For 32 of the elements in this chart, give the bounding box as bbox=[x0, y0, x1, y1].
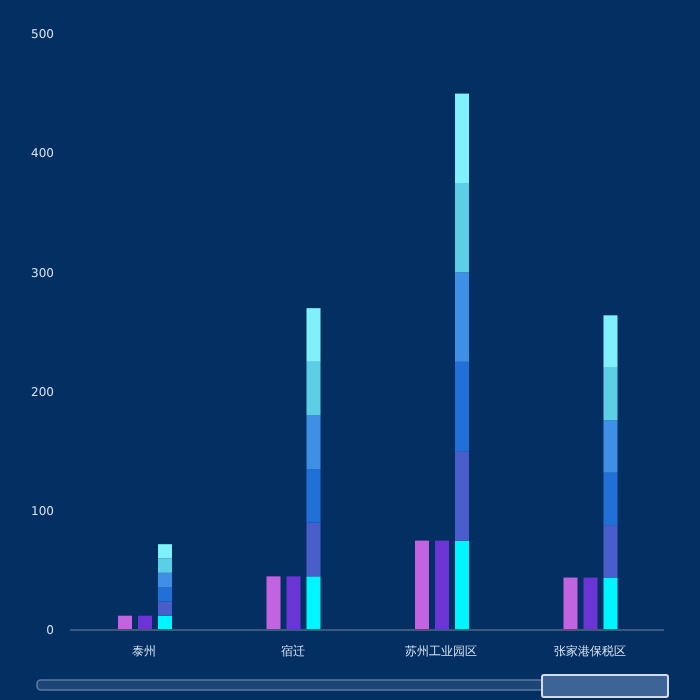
bar bbox=[286, 576, 301, 630]
bar bbox=[435, 540, 449, 630]
bar bbox=[415, 540, 429, 630]
bar bbox=[158, 601, 172, 616]
bar bbox=[603, 420, 618, 473]
bar bbox=[266, 576, 281, 630]
bar bbox=[455, 183, 469, 273]
bar bbox=[158, 544, 172, 559]
bar bbox=[306, 576, 321, 630]
bar bbox=[118, 615, 132, 630]
bar bbox=[603, 315, 618, 368]
bar bbox=[158, 572, 172, 588]
bar bbox=[603, 472, 618, 526]
bar bbox=[563, 577, 578, 630]
bar bbox=[158, 558, 172, 573]
bar bbox=[306, 308, 321, 362]
bar bbox=[603, 525, 618, 578]
bar bbox=[455, 361, 469, 452]
bar bbox=[455, 272, 469, 362]
bar bbox=[455, 540, 469, 630]
bar bbox=[603, 577, 618, 630]
bar bbox=[583, 577, 598, 630]
bar bbox=[306, 469, 321, 523]
bar bbox=[306, 361, 321, 416]
bar bbox=[138, 615, 152, 630]
bar bbox=[455, 451, 469, 541]
bar bbox=[158, 615, 172, 630]
bar bbox=[306, 522, 321, 577]
bar bbox=[306, 415, 321, 470]
bar bbox=[455, 93, 469, 183]
bar bbox=[158, 587, 172, 602]
bar bbox=[603, 367, 618, 421]
